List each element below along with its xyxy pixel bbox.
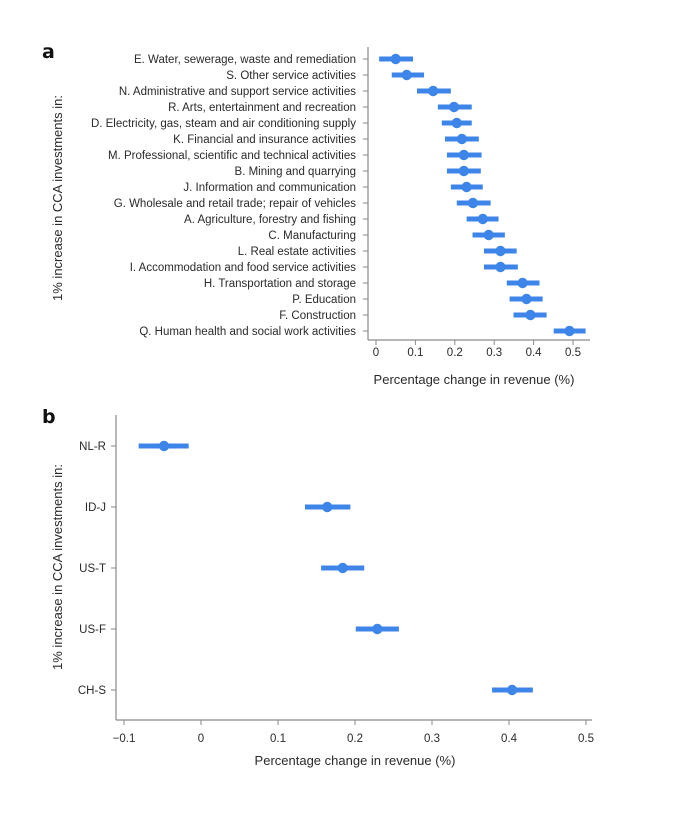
panel-b-estimate-point [158,440,170,452]
panel-a-category-label: G. Wholesale and retail trade; repair of… [114,198,357,210]
panel-b-x-tick-label: 0.2 [347,733,363,745]
panel-a-category-label: P. Education [292,294,356,306]
panel-b-x-axis-title: Percentage change in revenue (%) [255,753,456,768]
panel-b-category-label: CH-S [78,685,106,697]
panel-b-y-axis-title: 1% increase in CCA investments in: [50,464,65,670]
panel-a-category-label: H. Transportation and storage [204,278,356,290]
panel-a-estimate-point [483,229,494,241]
panel-a-x-tick-label: 0.4 [526,347,543,359]
panel-b-letter: b [42,406,56,428]
panel-a-estimate-point [427,85,439,97]
panel-a-estimate-point [390,53,401,65]
panel-a-x-tick-label: 0.3 [486,347,502,359]
panel-a-category-label: L. Real estate activities [238,246,357,258]
panel-a-estimate-point [564,325,575,337]
panel-a-estimate-point [525,309,536,321]
panel-a-estimate-point [495,245,506,257]
panel-a-category-label: J. Information and communication [183,182,356,194]
panel-a-estimate-point [458,149,470,161]
panel-a: a 1% increase in CCA investments in: E. … [42,41,590,387]
panel-a-category-label: N. Administrative and support service ac… [119,86,356,98]
panel-a-estimate-point [456,133,468,145]
panel-a-letter: a [42,41,55,63]
panel-a-estimate-point [495,261,506,273]
panel-a-category-label: A. Agriculture, forestry and fishing [184,214,356,226]
panel-a-estimate-point [477,213,488,225]
panel-b-x-tick-label: 0.5 [578,733,594,745]
panel-b-estimate-point [506,684,518,696]
panel-b-x-tick-label: 0.3 [424,733,440,745]
panel-a-estimate-point [461,181,472,193]
panel-b-estimate-point [372,623,383,635]
panel-b-estimate-point [337,562,348,574]
panel-a-category-label: Q. Human health and social work activiti… [139,326,356,338]
panel-a-estimate-point [448,101,460,113]
panel-b-estimate-point [322,501,333,513]
panel-a-category-label: B. Mining and quarrying [235,166,356,178]
panel-a-estimate-point [517,277,528,289]
panel-b-x-tick-label: 0 [198,733,204,745]
panel-b: b 1% increase in CCA investments in: NL-… [42,406,594,768]
panel-a-category-label: R. Arts, entertainment and recreation [168,102,356,114]
panel-a-x-tick-label: 0.5 [565,347,581,359]
panel-a-category-label: S. Other service activities [226,70,356,82]
panel-b-category-label: US-F [79,624,106,636]
panel-b-x-tick-label: −0.1 [113,733,136,745]
panel-a-x-tick-label: 0.1 [407,347,423,359]
panel-a-category-label: C. Manufacturing [268,230,356,242]
panel-b-category-label: NL-R [79,441,106,453]
panel-b-category-label: ID-J [85,502,106,514]
panel-a-category-label: E. Water, sewerage, waste and remediatio… [134,54,356,66]
panel-a-category-label: I. Accommodation and food service activi… [130,262,357,274]
panel-a-estimate-point [451,117,462,129]
panel-a-estimate-point [458,165,470,177]
panel-b-category-label: US-T [79,563,106,575]
panel-a-y-axis-title: 1% increase in CCA investments in: [50,95,65,301]
panel-a-estimate-point [467,197,479,209]
panel-b-x-tick-label: 0.4 [501,733,518,745]
panel-a-x-tick-label: 0 [373,347,379,359]
panel-a-x-axis-title: Percentage change in revenue (%) [374,372,575,387]
panel-a-category-label: M. Professional, scientific and technica… [108,150,356,162]
panel-a-category-label: K. Financial and insurance activities [173,134,356,146]
panel-b-x-tick-label: 0.1 [270,733,286,745]
panel-a-estimate-point [401,69,412,81]
panel-a-x-tick-label: 0.2 [447,347,463,359]
panel-a-category-label: F. Construction [279,310,356,322]
panel-a-category-label: D. Electricity, gas, steam and air condi… [91,118,356,130]
panel-a-estimate-point [521,293,532,305]
